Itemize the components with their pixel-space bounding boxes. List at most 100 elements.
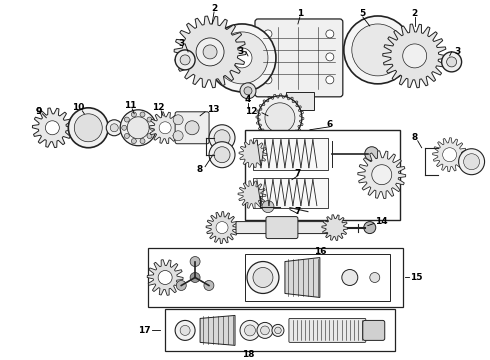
Text: 6: 6 <box>327 120 333 129</box>
Circle shape <box>364 222 376 234</box>
Polygon shape <box>358 151 406 199</box>
Circle shape <box>147 134 152 139</box>
Text: 12: 12 <box>152 103 165 112</box>
Text: 3: 3 <box>238 48 244 57</box>
Circle shape <box>140 112 145 117</box>
Polygon shape <box>239 140 267 168</box>
Bar <box>165 310 395 351</box>
Circle shape <box>344 16 412 84</box>
Circle shape <box>124 134 129 139</box>
Circle shape <box>209 125 235 151</box>
Circle shape <box>158 270 172 284</box>
Circle shape <box>365 147 379 161</box>
Circle shape <box>272 324 284 336</box>
Bar <box>148 248 403 307</box>
Circle shape <box>216 222 228 234</box>
Polygon shape <box>147 260 183 295</box>
Text: 14: 14 <box>375 217 388 226</box>
Circle shape <box>326 53 334 61</box>
Circle shape <box>204 280 214 291</box>
Circle shape <box>253 267 273 288</box>
Circle shape <box>459 149 485 175</box>
Circle shape <box>209 142 235 168</box>
Circle shape <box>442 148 457 162</box>
Text: 2: 2 <box>211 4 217 13</box>
Circle shape <box>214 130 230 146</box>
Circle shape <box>149 125 155 130</box>
Circle shape <box>190 257 200 266</box>
Circle shape <box>176 280 186 291</box>
Circle shape <box>185 121 199 135</box>
Text: 15: 15 <box>410 273 422 282</box>
Text: 12: 12 <box>245 107 258 116</box>
Circle shape <box>342 270 358 285</box>
Circle shape <box>245 325 255 336</box>
Text: 7: 7 <box>294 169 301 178</box>
Circle shape <box>264 53 272 61</box>
Text: 1: 1 <box>297 9 303 18</box>
Text: 3: 3 <box>455 48 461 57</box>
Circle shape <box>208 24 276 92</box>
Circle shape <box>175 320 195 341</box>
Circle shape <box>131 112 136 117</box>
Polygon shape <box>322 215 348 240</box>
Circle shape <box>326 30 334 38</box>
Circle shape <box>173 131 183 141</box>
Circle shape <box>447 57 457 67</box>
Circle shape <box>372 165 392 185</box>
Circle shape <box>464 154 480 170</box>
Polygon shape <box>238 181 266 208</box>
FancyBboxPatch shape <box>289 319 366 342</box>
Circle shape <box>240 320 260 341</box>
Circle shape <box>265 103 295 133</box>
Polygon shape <box>149 112 181 144</box>
FancyBboxPatch shape <box>363 320 385 341</box>
FancyBboxPatch shape <box>175 112 209 144</box>
Circle shape <box>124 117 129 122</box>
Circle shape <box>275 327 281 334</box>
Circle shape <box>370 273 380 283</box>
Text: 9: 9 <box>35 107 42 116</box>
Polygon shape <box>383 24 447 88</box>
FancyBboxPatch shape <box>266 217 298 239</box>
Circle shape <box>216 32 268 84</box>
FancyBboxPatch shape <box>236 222 333 234</box>
Circle shape <box>180 325 190 336</box>
Text: 18: 18 <box>242 350 254 359</box>
Circle shape <box>68 108 108 148</box>
Circle shape <box>131 139 136 144</box>
Circle shape <box>175 50 195 70</box>
Text: 7: 7 <box>294 207 301 216</box>
Text: 4: 4 <box>245 95 251 104</box>
Circle shape <box>244 87 252 95</box>
Bar <box>253 138 328 170</box>
Circle shape <box>196 38 224 66</box>
Circle shape <box>127 117 149 139</box>
Circle shape <box>326 76 334 84</box>
Polygon shape <box>206 212 238 244</box>
Circle shape <box>262 201 274 213</box>
Circle shape <box>159 122 171 134</box>
Polygon shape <box>174 16 246 88</box>
Text: 11: 11 <box>124 101 136 110</box>
Polygon shape <box>200 315 235 345</box>
Circle shape <box>147 117 152 122</box>
Text: 8: 8 <box>412 133 418 142</box>
Bar <box>286 92 314 110</box>
Circle shape <box>110 124 118 132</box>
Text: 9: 9 <box>35 107 42 116</box>
Circle shape <box>257 323 273 338</box>
Circle shape <box>214 147 230 163</box>
Circle shape <box>261 326 270 335</box>
Text: 16: 16 <box>314 247 326 256</box>
Text: 3: 3 <box>178 40 184 49</box>
Text: 10: 10 <box>72 103 84 112</box>
Text: 13: 13 <box>207 105 220 114</box>
Bar <box>253 178 328 208</box>
Circle shape <box>264 76 272 84</box>
Circle shape <box>122 125 127 130</box>
Circle shape <box>140 139 145 144</box>
Bar <box>245 130 400 220</box>
Text: 2: 2 <box>412 9 418 18</box>
Bar <box>245 253 390 301</box>
